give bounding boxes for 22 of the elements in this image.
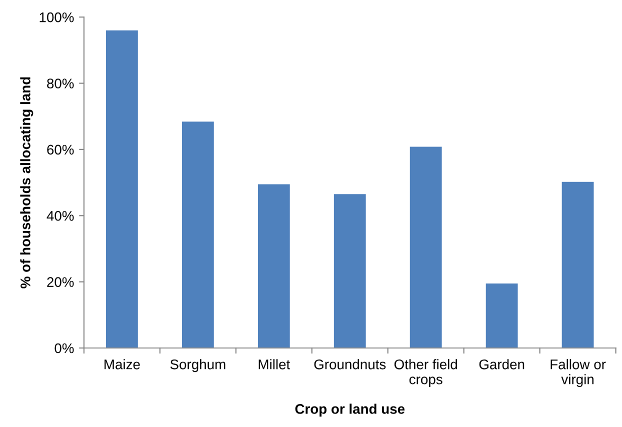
bar	[258, 184, 290, 348]
x-tick-label: Other field crops	[394, 359, 457, 388]
bar	[486, 283, 518, 348]
x-tick-label: Sorghum	[170, 359, 226, 372]
bar	[334, 194, 366, 348]
bar	[410, 146, 442, 348]
y-tick-label: 40%	[46, 210, 74, 221]
y-tick-label: 100%	[40, 12, 74, 22]
x-tick-label: Garden	[479, 359, 524, 370]
y-tick-label: 0%	[54, 343, 74, 354]
x-tick-label: Maize	[104, 359, 140, 370]
bar	[106, 30, 138, 348]
bar	[182, 122, 214, 348]
y-axis-title: % of households allocating land	[20, 77, 34, 288]
x-tick-label: Millet	[258, 359, 290, 370]
y-tick-label: 60%	[47, 144, 74, 155]
x-tick-label: Fallow or virgin	[550, 359, 606, 388]
bar	[562, 182, 594, 348]
y-tick-label: 20%	[47, 277, 74, 287]
y-tick-label: 80%	[47, 78, 74, 88]
x-axis-title: Crop or land use	[295, 404, 405, 417]
x-tick-label: Groundnuts	[314, 359, 386, 370]
